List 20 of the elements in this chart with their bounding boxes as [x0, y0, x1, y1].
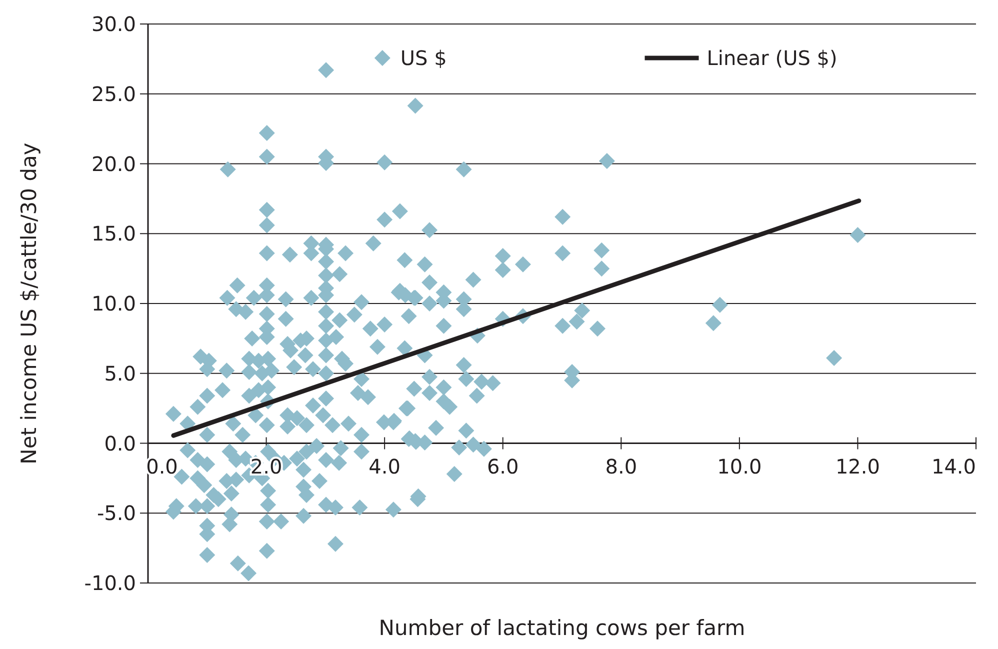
- y-tick-label: 25.0: [91, 82, 136, 106]
- x-tick-label: 8.0: [605, 454, 638, 478]
- legend-label: Linear (US $): [706, 46, 838, 70]
- x-tick-label: 10.0: [717, 454, 762, 478]
- y-tick-label: 0.0: [104, 431, 136, 456]
- y-tick-label: 10.0: [91, 292, 136, 316]
- x-tick-label: 12.0: [835, 454, 880, 478]
- y-tick-label: -5.0: [96, 501, 136, 526]
- y-tick-label: 15.0: [91, 222, 136, 246]
- x-tick-label: 14.0: [931, 454, 976, 478]
- y-tick-label: 20.0: [91, 152, 136, 176]
- x-tick-label: 4.0: [368, 454, 400, 478]
- y-tick-label: -10.0: [84, 571, 136, 595]
- x-tick-label: 2.0: [250, 454, 282, 478]
- legend-label: US $: [400, 46, 447, 70]
- y-tick-label: 5.0: [104, 361, 136, 386]
- x-tick-label: 6.0: [486, 454, 519, 478]
- x-axis-title: Number of lactating cows per farm: [378, 616, 746, 640]
- y-tick-label: 30.0: [91, 12, 136, 36]
- y-axis-title: Net income US $/cattle/30 day: [17, 142, 41, 464]
